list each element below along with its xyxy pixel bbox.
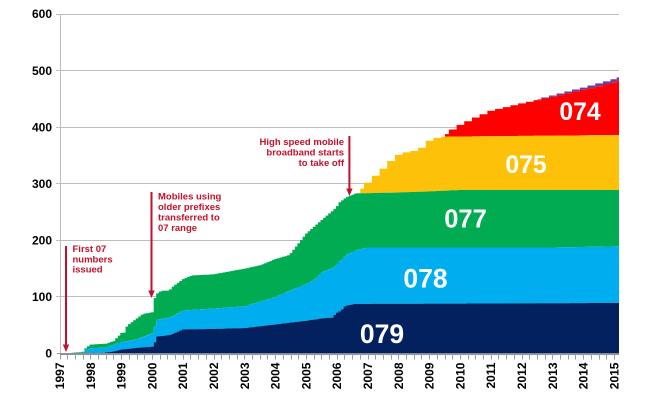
svg-text:broadband starts: broadband starts <box>266 148 344 159</box>
svg-text:2013: 2013 <box>546 362 560 389</box>
svg-text:2007: 2007 <box>361 362 375 389</box>
svg-text:400: 400 <box>32 120 52 134</box>
svg-text:2012: 2012 <box>515 362 529 389</box>
svg-text:1997: 1997 <box>53 362 67 389</box>
svg-text:Mobiles using: Mobiles using <box>158 192 222 203</box>
svg-text:2008: 2008 <box>392 362 406 389</box>
svg-text:300: 300 <box>32 177 52 191</box>
svg-text:issued: issued <box>73 265 103 276</box>
svg-text:older prefixes: older prefixes <box>158 202 220 213</box>
svg-text:2001: 2001 <box>176 362 190 389</box>
svg-text:500: 500 <box>32 64 52 78</box>
svg-text:High speed mobile: High speed mobile <box>260 137 344 148</box>
svg-text:2006: 2006 <box>330 362 344 389</box>
svg-text:1998: 1998 <box>84 362 98 389</box>
svg-text:2010: 2010 <box>453 362 467 389</box>
svg-text:2014: 2014 <box>577 362 591 389</box>
svg-text:100: 100 <box>32 290 52 304</box>
svg-text:2005: 2005 <box>299 362 313 389</box>
svg-text:2011: 2011 <box>484 362 498 388</box>
svg-text:First 07: First 07 <box>73 244 107 255</box>
svg-text:2009: 2009 <box>423 362 437 389</box>
svg-text:200: 200 <box>32 234 52 248</box>
svg-text:074: 074 <box>559 99 601 126</box>
svg-text:075: 075 <box>505 152 547 179</box>
svg-text:07 range: 07 range <box>158 223 197 234</box>
svg-text:600: 600 <box>32 7 52 21</box>
svg-text:078: 078 <box>403 264 447 294</box>
svg-text:077: 077 <box>444 206 487 234</box>
svg-text:2004: 2004 <box>269 362 283 389</box>
svg-text:1999: 1999 <box>115 362 129 389</box>
svg-text:0: 0 <box>45 347 52 361</box>
svg-text:2015: 2015 <box>607 362 621 389</box>
svg-text:numbers: numbers <box>73 254 113 265</box>
svg-text:transferred to: transferred to <box>158 213 220 224</box>
svg-text:2003: 2003 <box>238 362 252 389</box>
svg-text:2000: 2000 <box>145 362 159 389</box>
svg-text:079: 079 <box>360 319 404 349</box>
svg-text:to take off: to take off <box>299 158 345 169</box>
svg-text:2002: 2002 <box>207 362 221 389</box>
